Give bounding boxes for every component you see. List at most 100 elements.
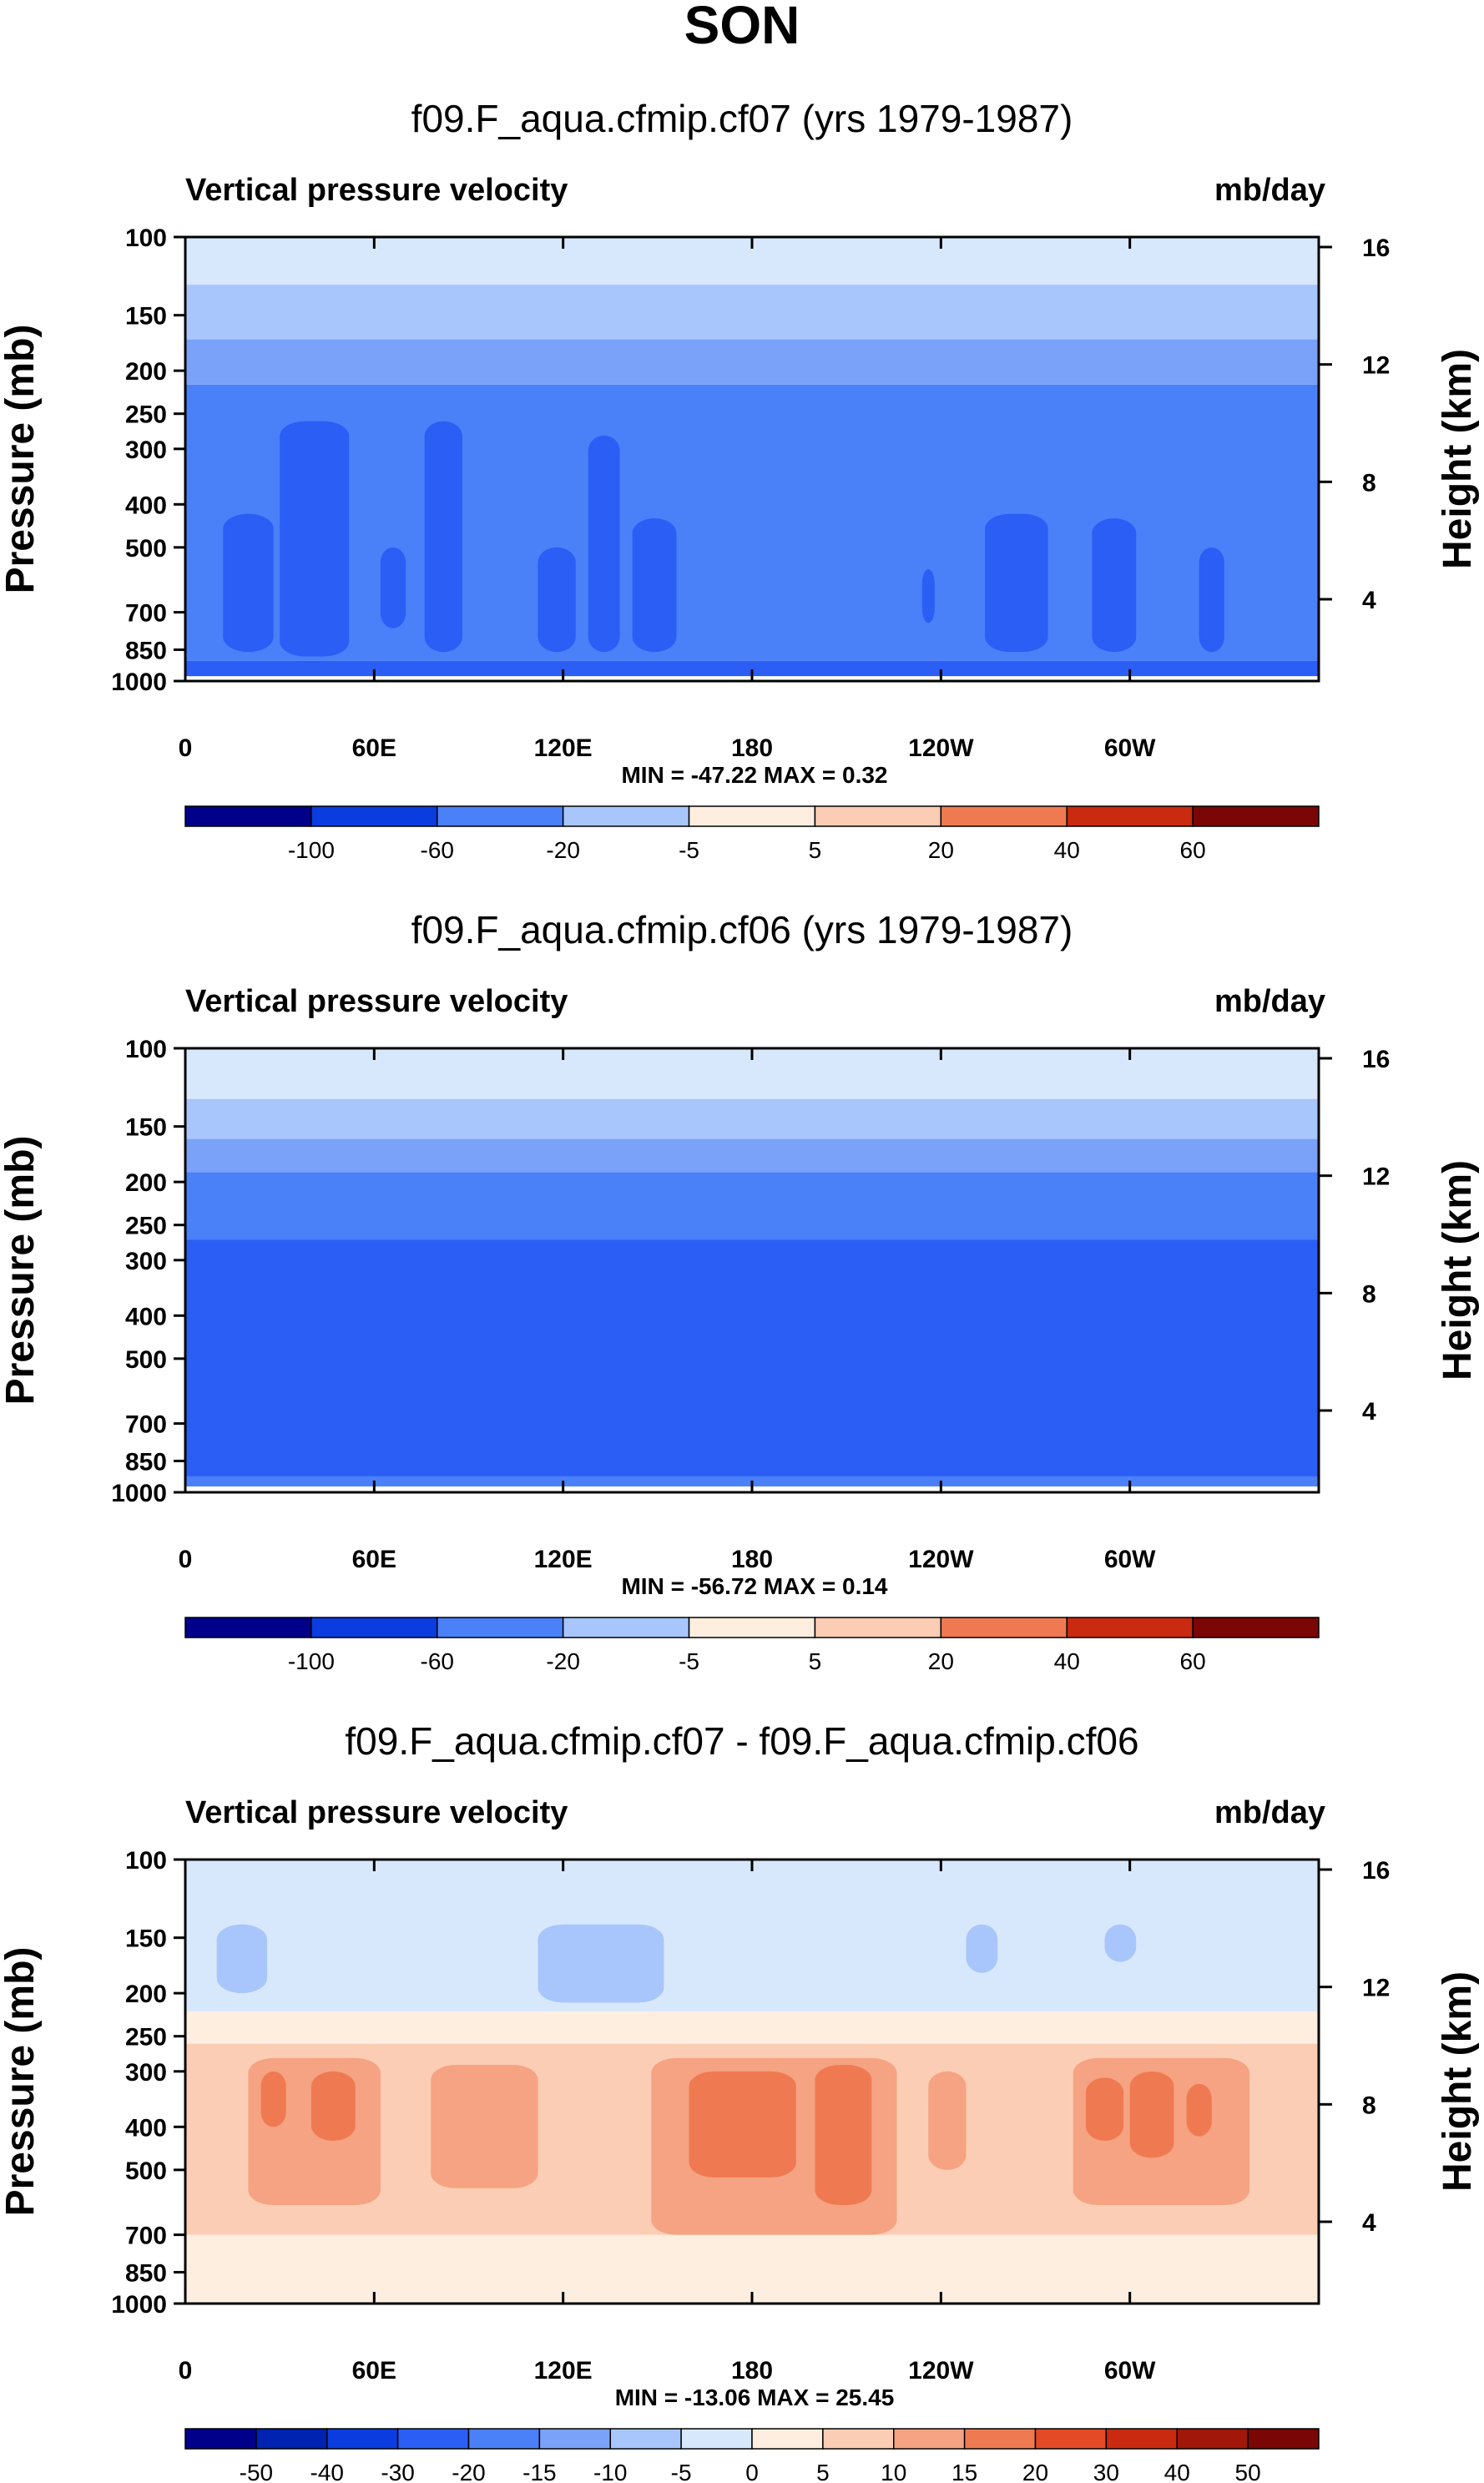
colorbar-cell: [814, 805, 942, 827]
colorbar-label: -60: [421, 1648, 454, 1674]
colorbar-cell: [1066, 805, 1194, 827]
colorbar-label: 40: [1054, 1648, 1080, 1674]
y-tick-label-400: 400: [125, 1303, 167, 1330]
x-tick-label: 0: [179, 734, 193, 762]
y-tick-label-150: 150: [125, 1925, 167, 1953]
colorbar-label: 5: [809, 1648, 822, 1674]
colorbar-cell: [1034, 2428, 1108, 2450]
colorbar-cell: [751, 2428, 824, 2450]
colorbar-label: -100: [288, 837, 335, 863]
colorbar-cell: [562, 1617, 690, 1638]
y-tick-label-500: 500: [125, 1346, 167, 1374]
x-tick-label: 120E: [534, 2357, 593, 2385]
y-tick-label-200: 200: [125, 1981, 167, 2008]
contour-region-1: [216, 1924, 268, 1994]
colorbar-cell: [963, 2428, 1037, 2450]
y2-tick-label-4: 4: [1362, 1398, 1376, 1426]
contour-band-4: [185, 1098, 1319, 1139]
colorbar-cell: [940, 805, 1068, 827]
colorbar-label: -5: [679, 1648, 699, 1674]
colorbar-cell: [1192, 805, 1320, 827]
y-tick-label-250: 250: [125, 401, 167, 429]
y-tick-label-1000: 1000: [111, 1480, 167, 1507]
colorbar-cell: [1247, 2428, 1320, 2450]
colorbar-cell: [609, 2428, 682, 2450]
y-tick-label-700: 700: [125, 600, 167, 628]
y-tick-label-100: 100: [125, 1847, 167, 1875]
y-tick-label-300: 300: [125, 1248, 167, 1275]
units-label: mb/day: [1214, 984, 1325, 1019]
colorbar-label: 40: [1164, 2460, 1190, 2483]
contour-region-5: [538, 547, 576, 653]
y2-tick-label-12: 12: [1362, 1163, 1390, 1191]
contour-region-6: [431, 2064, 538, 2188]
panel-title: f09.F_aqua.cfmip.cf06 (yrs 1979-1987): [411, 908, 1073, 951]
colorbar-label: -40: [310, 2460, 344, 2483]
y2-axis-title: Height (km): [1436, 349, 1480, 569]
colorbar: -50 -40 -30 -20 -15 -10 -5 0 5 10 15 20 30 40 50: [184, 2428, 1320, 2483]
colorbar-label: -60: [421, 837, 454, 863]
x-tick-label: 0: [179, 2357, 193, 2385]
panel-title: f09.F_aqua.cfmip.cf07 (yrs 1979-1987): [411, 97, 1073, 140]
x-tick-label: 120W: [908, 734, 974, 762]
contour-region-15: [1129, 2071, 1174, 2158]
colorbar-cell: [326, 2428, 399, 2450]
y-tick-label-250: 250: [125, 2024, 167, 2052]
contour-band-3: [185, 1138, 1319, 1173]
colorbar-label: 10: [881, 2460, 906, 2483]
colorbar-cell: [396, 2428, 470, 2450]
y2-tick-label-8: 8: [1362, 2092, 1376, 2119]
contour-region-14: [1085, 2077, 1124, 2142]
y-tick-label-700: 700: [125, 2223, 167, 2250]
colorbar-cell: [467, 2428, 541, 2450]
panel-1: f09.F_aqua.cfmip.cf07 (yrs 1979-1987) Ver…: [0, 97, 1480, 863]
y-tick-label-400: 400: [125, 492, 167, 519]
y-tick-label-100: 100: [125, 225, 167, 252]
x-tick-label: 0: [179, 1546, 193, 1573]
units-label: mb/day: [1214, 1795, 1325, 1830]
y-tick-label-850: 850: [125, 1448, 167, 1476]
panel-3: f09.F_aqua.cfmip.cf07 - f09.F_aqua.cfmip…: [0, 1719, 1480, 2483]
x-tick-label: 180: [731, 1546, 773, 1573]
contour-band-1: [185, 1860, 1319, 2012]
colorbar-label: -100: [288, 1648, 335, 1674]
y-tick-label-400: 400: [125, 2114, 167, 2142]
contour-region-7: [632, 518, 677, 653]
colorbar-label: 20: [1022, 2460, 1048, 2483]
colorbar-label: -20: [546, 837, 579, 863]
contour-band-3: [185, 339, 1319, 385]
panel-2: f09.F_aqua.cfmip.cf06 (yrs 1979-1987) Ver…: [0, 908, 1480, 1674]
y2-tick-label-16: 16: [1362, 1857, 1390, 1885]
colorbar-cell: [562, 805, 690, 827]
colorbar-cell: [310, 1617, 438, 1638]
colorbar-label: 20: [928, 1648, 954, 1674]
colorbar: -100 -60 -20 -5 5 20 40 60: [184, 805, 1320, 863]
y-tick-label-300: 300: [125, 437, 167, 464]
y2-tick-label-16: 16: [1362, 1046, 1390, 1073]
colorbar-cell: [893, 2428, 966, 2450]
x-tick-label: 60W: [1104, 734, 1156, 762]
colorbar-label: -50: [240, 2460, 273, 2483]
panels: f09.F_aqua.cfmip.cf07 (yrs 1979-1987) Ver…: [0, 97, 1480, 2483]
y-tick-label-700: 700: [125, 1411, 167, 1439]
min-max-stats: MIN = -13.06 MAX = 25.45: [615, 2385, 895, 2410]
x-tick-label: 60W: [1104, 1546, 1156, 1573]
y-tick-label-850: 850: [125, 2259, 167, 2287]
colorbar-label: 15: [951, 2460, 977, 2483]
contour-region-12: [689, 2071, 796, 2178]
x-tick-label: 120E: [534, 734, 593, 762]
min-max-stats: MIN = -56.72 MAX = 0.14: [621, 1573, 887, 1599]
y-axis-title: Pressure (mb): [0, 1136, 43, 1406]
colorbar-label: -30: [381, 2460, 414, 2483]
colorbar-cell: [1192, 1617, 1320, 1638]
colorbar: -100 -60 -20 -5 5 20 40 60: [184, 1617, 1320, 1674]
y-axis-title: Pressure (mb): [0, 1947, 43, 2217]
y-tick-label-1000: 1000: [111, 2291, 167, 2319]
colorbar-label: 20: [928, 837, 954, 863]
contour-region-2: [538, 1924, 664, 2003]
colorbar-cell: [688, 1617, 816, 1638]
colorbar-cell: [1105, 2428, 1178, 2450]
contour-region-4: [1104, 1924, 1137, 1962]
colorbar-cell: [184, 2428, 257, 2450]
